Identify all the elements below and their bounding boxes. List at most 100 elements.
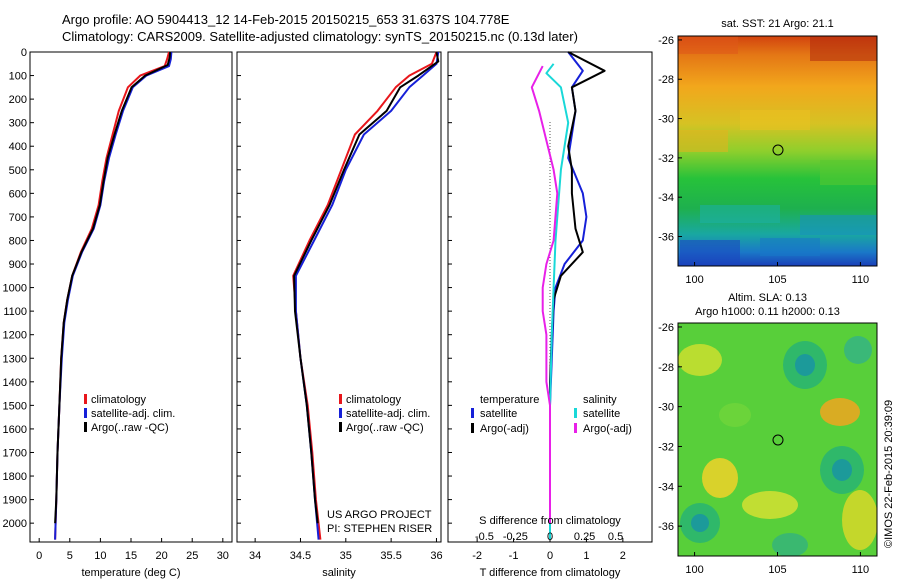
legend-title-salinity: salinity bbox=[583, 394, 617, 406]
temperature-xtick-label: 0 bbox=[36, 550, 42, 562]
depth-tick-label: 300 bbox=[9, 118, 27, 130]
sla_map-ytick-label: -26 bbox=[658, 322, 674, 334]
sst_map-ytick-label: -26 bbox=[658, 35, 674, 47]
salinity-diff-tick-label: 0.5 bbox=[608, 531, 623, 543]
salinity-diff-title: S difference from climatology bbox=[479, 515, 621, 527]
legend-swatch bbox=[471, 408, 474, 418]
legend-swatch bbox=[339, 408, 342, 418]
sst_map-xtick-label: 105 bbox=[768, 274, 786, 286]
legend-label: satellite bbox=[583, 408, 620, 420]
temperature-xlabel: temperature (deg C) bbox=[81, 567, 180, 579]
legend-label: climatology bbox=[346, 394, 402, 406]
legend-swatch bbox=[574, 423, 577, 433]
depth-tick-label: 1600 bbox=[3, 424, 27, 436]
sla_map-xtick-label: 105 bbox=[768, 564, 786, 576]
legend-title-temperature: temperature bbox=[480, 394, 539, 406]
legend-swatch bbox=[84, 394, 87, 404]
legend-swatch bbox=[574, 408, 577, 418]
temperature-xtick-label: 20 bbox=[155, 550, 167, 562]
differences-xtick-label: -1 bbox=[509, 550, 519, 562]
legend-swatch bbox=[339, 394, 342, 404]
sla-map-subtitle: Argo h1000: 0.11 h2000: 0.13 bbox=[695, 306, 840, 318]
legend-label: Argo(-adj) bbox=[480, 423, 529, 435]
depth-tick-label: 900 bbox=[9, 259, 27, 271]
sla_map-ytick-label: -30 bbox=[658, 402, 674, 414]
differences-xtick-label: -2 bbox=[472, 550, 482, 562]
salinity-diff-tick-label: 0 bbox=[547, 531, 553, 543]
title-line-1: Argo profile: AO 5904413_12 14-Feb-2015 … bbox=[62, 12, 510, 27]
sst-map-title: sat. SST: 21 Argo: 21.1 bbox=[721, 18, 834, 30]
salinity-series-argo-raw-qc- bbox=[293, 51, 440, 524]
depth-tick-label: 1900 bbox=[3, 495, 27, 507]
sla-map-panel bbox=[677, 322, 878, 557]
salinity-xtick-label: 35 bbox=[340, 550, 352, 562]
salinity-series-satellite-adj-clim- bbox=[294, 51, 440, 540]
legend-label: climatology bbox=[91, 394, 147, 406]
legend-label: Argo(..raw -QC) bbox=[346, 422, 424, 434]
temperature-xtick-label: 5 bbox=[67, 550, 73, 562]
differences-xtick-label: 0 bbox=[547, 550, 553, 562]
differences-xtick-label: 2 bbox=[620, 550, 626, 562]
sst_map-ytick-label: -32 bbox=[658, 153, 674, 165]
legend-label: Argo(..raw -QC) bbox=[91, 422, 169, 434]
depth-tick-label: 1000 bbox=[3, 283, 27, 295]
salinity-xtick-label: 34 bbox=[249, 550, 261, 562]
salinity-xtick-label: 34.5 bbox=[290, 550, 311, 562]
depth-tick-label: 600 bbox=[9, 188, 27, 200]
sst-argo-location-marker bbox=[772, 144, 784, 156]
sst_map-ytick-label: -28 bbox=[658, 74, 674, 86]
depth-tick-label: 100 bbox=[9, 71, 27, 83]
temperature-xtick-label: 25 bbox=[186, 550, 198, 562]
sla_map-ytick-label: -28 bbox=[658, 362, 674, 374]
sst_map-ytick-label: -36 bbox=[658, 232, 674, 244]
sla_map-ytick-label: -32 bbox=[658, 441, 674, 453]
sla-argo-location-marker bbox=[772, 434, 784, 446]
salinity-series-climatology bbox=[292, 51, 438, 540]
pi-annotation: PI: STEPHEN RISER bbox=[327, 523, 432, 535]
legend-swatch bbox=[84, 408, 87, 418]
depth-tick-label: 500 bbox=[9, 165, 27, 177]
temperature-xtick-label: 15 bbox=[125, 550, 137, 562]
depth-tick-label: 200 bbox=[9, 94, 27, 106]
sst_map-ytick-label: -30 bbox=[658, 114, 674, 126]
temperature-series-satellite-adj-clim- bbox=[54, 51, 173, 540]
temperature-series-argo-raw-qc- bbox=[54, 51, 172, 524]
credit-text: ©IMOS 22-Feb-2015 20:39:09 bbox=[883, 400, 895, 548]
depth-tick-label: 1400 bbox=[3, 377, 27, 389]
depth-tick-label: 2000 bbox=[3, 518, 27, 530]
sla_map-xtick-label: 100 bbox=[685, 564, 703, 576]
sla-map-title: Altim. SLA: 0.13 bbox=[728, 292, 807, 304]
legend-label: satellite-adj. clim. bbox=[346, 408, 430, 420]
depth-tick-label: 0 bbox=[21, 47, 27, 59]
project-annotation: US ARGO PROJECT bbox=[327, 509, 432, 521]
salinity-diff-tick-label: 0.25 bbox=[574, 531, 595, 543]
salinity-xtick-label: 36 bbox=[430, 550, 442, 562]
depth-tick-label: 1800 bbox=[3, 471, 27, 483]
temperature-axes bbox=[29, 51, 233, 543]
legend-swatch bbox=[471, 423, 474, 433]
temperature-xtick-label: 30 bbox=[217, 550, 229, 562]
legend-label: Argo(-adj) bbox=[583, 423, 632, 435]
depth-tick-label: 800 bbox=[9, 235, 27, 247]
differences-series-t-argo-adj- bbox=[549, 51, 606, 524]
differences-xlabel: T difference from climatology bbox=[480, 567, 621, 579]
depth-tick-label: 1300 bbox=[3, 353, 27, 365]
title-line-2: Climatology: CARS2009. Satellite-adjuste… bbox=[62, 29, 578, 44]
sst_map-xtick-label: 110 bbox=[852, 274, 870, 286]
chart-elements: 0100200300400500600700800900100011001200… bbox=[3, 18, 870, 579]
differences-series-s-argo-adj- bbox=[530, 65, 559, 524]
legend-swatch bbox=[339, 422, 342, 432]
salinity-xtick-label: 35.5 bbox=[380, 550, 401, 562]
depth-tick-label: 700 bbox=[9, 212, 27, 224]
depth-tick-label: 1500 bbox=[3, 400, 27, 412]
differences-xtick-label: 1 bbox=[583, 550, 589, 562]
sst_map-ytick-label: -34 bbox=[658, 192, 674, 204]
legend-label: satellite bbox=[480, 408, 517, 420]
salinity-axes bbox=[236, 51, 442, 543]
salinity-xlabel: salinity bbox=[322, 567, 356, 579]
temperature-series-climatology bbox=[54, 51, 170, 540]
sst_map-xtick-label: 100 bbox=[685, 274, 703, 286]
sla_map-xtick-label: 110 bbox=[852, 564, 870, 576]
sst-map-panel bbox=[677, 35, 878, 267]
